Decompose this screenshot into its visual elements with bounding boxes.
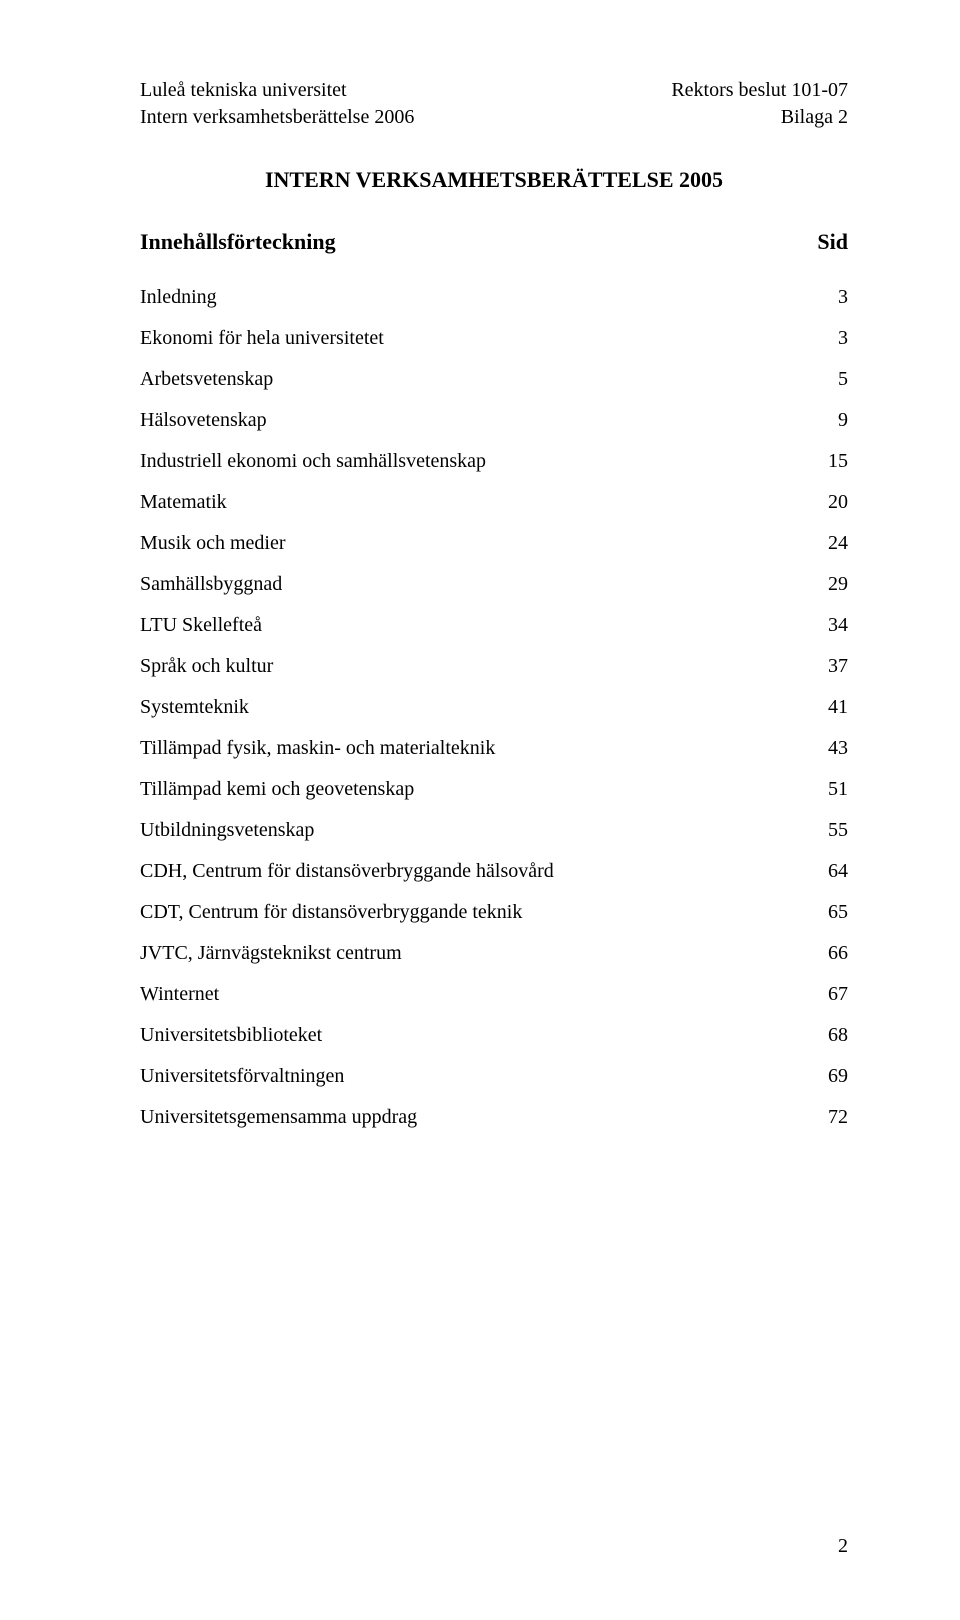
toc-row: Arbetsvetenskap5 (140, 359, 848, 400)
toc-label: Industriell ekonomi och samhällsvetenska… (140, 448, 808, 475)
header-row-1: Luleå tekniska universitet Rektors beslu… (140, 77, 848, 104)
toc-page: 20 (808, 489, 848, 516)
toc-label: Musik och medier (140, 530, 808, 557)
page-title: INTERN VERKSAMHETSBERÄTTELSE 2005 (140, 167, 848, 193)
toc-page: 15 (808, 448, 848, 475)
toc-page: 3 (808, 325, 848, 352)
toc-page: 9 (808, 407, 848, 434)
toc-label: Arbetsvetenskap (140, 366, 808, 393)
toc-label: Matematik (140, 489, 808, 516)
toc-page: 37 (808, 653, 848, 680)
toc-label: Tillämpad fysik, maskin- och materialtek… (140, 735, 808, 762)
toc-page: 72 (808, 1104, 848, 1131)
page-number: 2 (838, 1535, 848, 1558)
toc-header-page: Sid (817, 229, 848, 255)
header-left-bottom: Intern verksamhetsberättelse 2006 (140, 104, 414, 131)
toc-row: Universitetsgemensamma uppdrag72 (140, 1097, 848, 1138)
toc-label: Universitetsgemensamma uppdrag (140, 1104, 808, 1131)
toc-row: LTU Skellefteå34 (140, 605, 848, 646)
toc-page: 55 (808, 817, 848, 844)
toc-label: Systemteknik (140, 694, 808, 721)
toc-row: Samhällsbyggnad29 (140, 564, 848, 605)
header-row-2: Intern verksamhetsberättelse 2006 Bilaga… (140, 104, 848, 131)
toc-row: Inledning3 (140, 277, 848, 318)
toc-label: JVTC, Järnvägsteknikst centrum (140, 940, 808, 967)
table-of-contents: Inledning3Ekonomi för hela universitetet… (140, 277, 848, 1138)
toc-page: 41 (808, 694, 848, 721)
toc-row: Utbildningsvetenskap55 (140, 810, 848, 851)
toc-row: Musik och medier24 (140, 523, 848, 564)
toc-row: Winternet67 (140, 974, 848, 1015)
toc-row: Matematik20 (140, 482, 848, 523)
toc-page: 51 (808, 776, 848, 803)
header-left-top: Luleå tekniska universitet (140, 77, 347, 104)
toc-label: Utbildningsvetenskap (140, 817, 808, 844)
toc-page: 3 (808, 284, 848, 311)
toc-row: Universitetsförvaltningen69 (140, 1056, 848, 1097)
header-right-bottom: Bilaga 2 (781, 104, 848, 131)
toc-page: 68 (808, 1022, 848, 1049)
toc-row: Industriell ekonomi och samhällsvetenska… (140, 441, 848, 482)
toc-header-label: Innehållsförteckning (140, 229, 336, 255)
toc-label: Språk och kultur (140, 653, 808, 680)
toc-row: CDH, Centrum för distansöverbryggande hä… (140, 851, 848, 892)
toc-header: Innehållsförteckning Sid (140, 229, 848, 255)
toc-row: JVTC, Järnvägsteknikst centrum66 (140, 933, 848, 974)
toc-label: Universitetsförvaltningen (140, 1063, 808, 1090)
toc-page: 43 (808, 735, 848, 762)
header-right-top: Rektors beslut 101-07 (671, 77, 848, 104)
toc-page: 5 (808, 366, 848, 393)
toc-label: Winternet (140, 981, 808, 1008)
toc-label: CDT, Centrum för distansöverbryggande te… (140, 899, 808, 926)
toc-row: Ekonomi för hela universitetet3 (140, 318, 848, 359)
toc-row: Tillämpad kemi och geovetenskap51 (140, 769, 848, 810)
toc-page: 67 (808, 981, 848, 1008)
page: Luleå tekniska universitet Rektors beslu… (0, 0, 960, 1620)
toc-label: CDH, Centrum för distansöverbryggande hä… (140, 858, 808, 885)
toc-row: CDT, Centrum för distansöverbryggande te… (140, 892, 848, 933)
toc-page: 69 (808, 1063, 848, 1090)
title-block: INTERN VERKSAMHETSBERÄTTELSE 2005 (140, 167, 848, 193)
toc-label: LTU Skellefteå (140, 612, 808, 639)
toc-row: Hälsovetenskap9 (140, 400, 848, 441)
toc-row: Språk och kultur37 (140, 646, 848, 687)
toc-label: Ekonomi för hela universitetet (140, 325, 808, 352)
toc-row: Tillämpad fysik, maskin- och materialtek… (140, 728, 848, 769)
toc-page: 64 (808, 858, 848, 885)
toc-page: 66 (808, 940, 848, 967)
toc-page: 24 (808, 530, 848, 557)
toc-row: Universitetsbiblioteket68 (140, 1015, 848, 1056)
toc-page: 65 (808, 899, 848, 926)
toc-label: Inledning (140, 284, 808, 311)
toc-page: 34 (808, 612, 848, 639)
toc-label: Samhällsbyggnad (140, 571, 808, 598)
toc-label: Hälsovetenskap (140, 407, 808, 434)
toc-label: Tillämpad kemi och geovetenskap (140, 776, 808, 803)
toc-page: 29 (808, 571, 848, 598)
toc-row: Systemteknik41 (140, 687, 848, 728)
toc-label: Universitetsbiblioteket (140, 1022, 808, 1049)
